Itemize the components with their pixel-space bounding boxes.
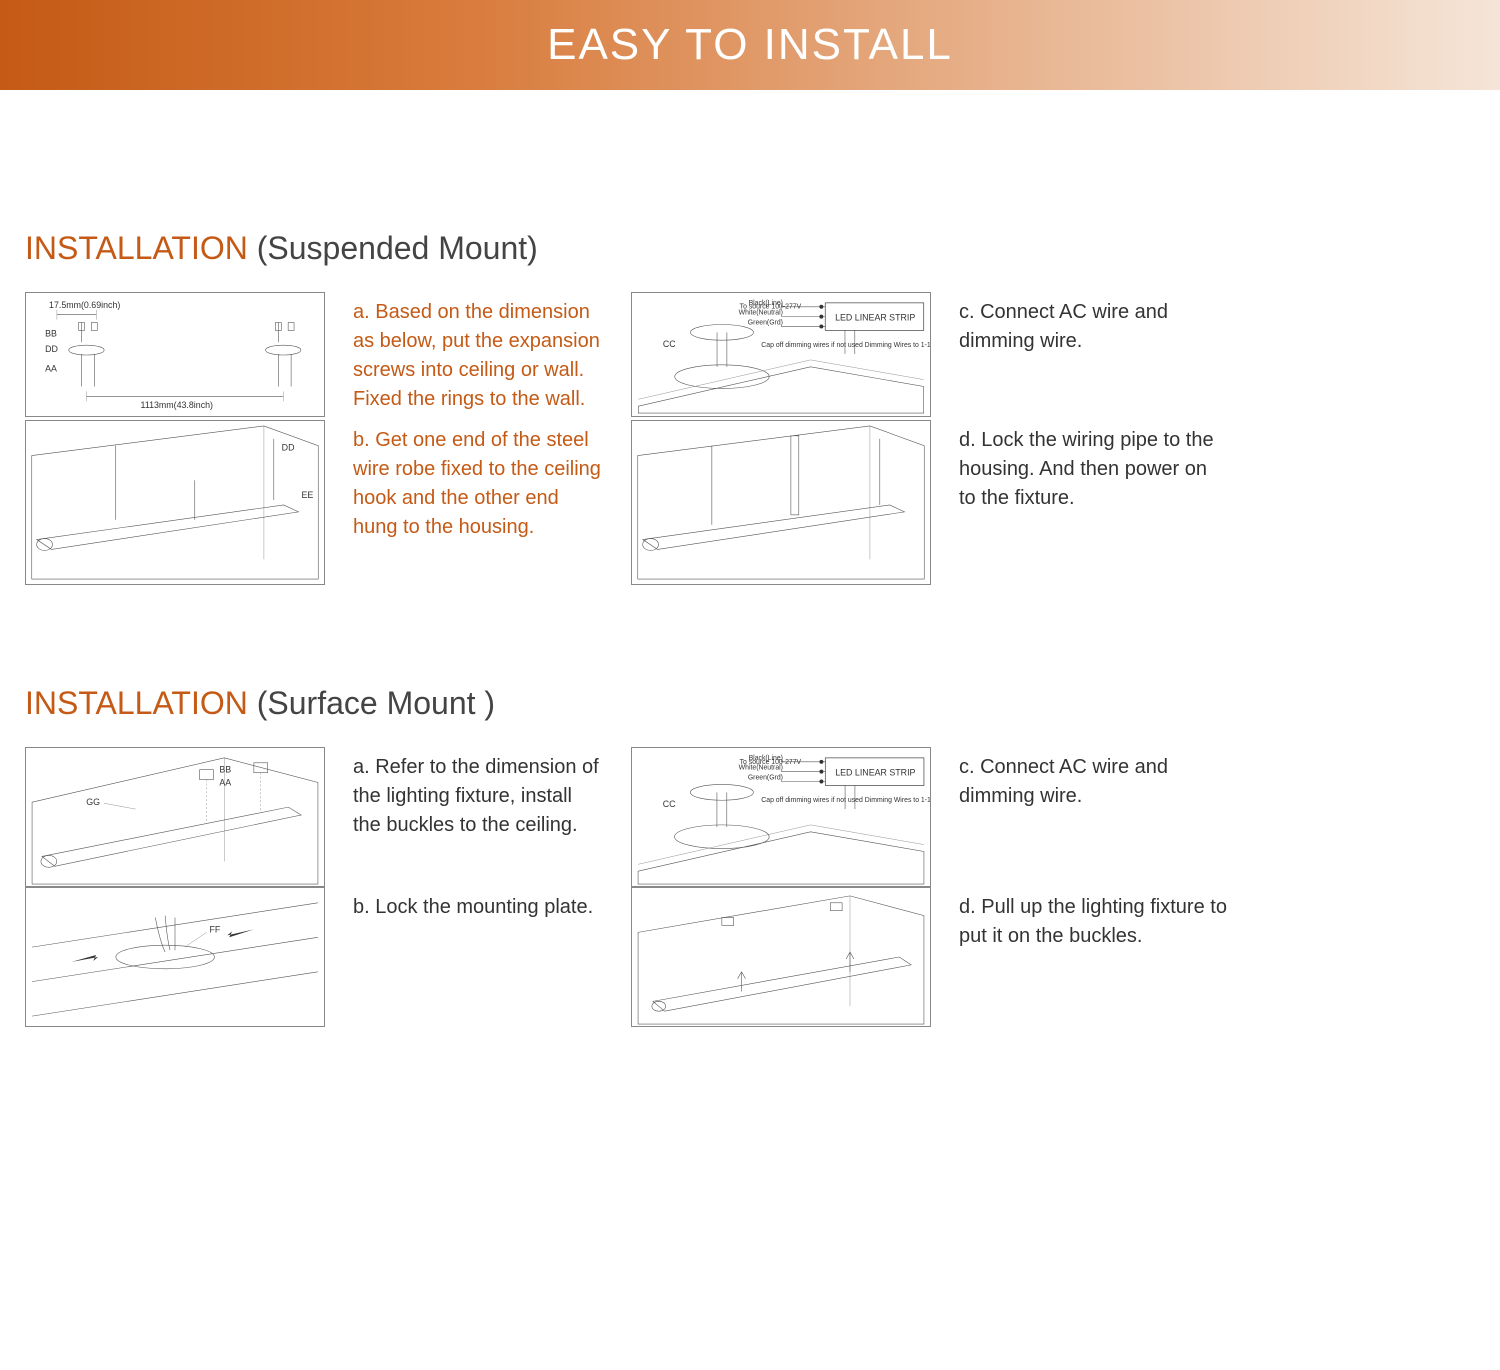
diagram-cell: [631, 420, 931, 585]
diagram-cell: 17.5mm(0.69inch) BB DD AA: [25, 292, 325, 420]
diagram-cell: FF: [25, 887, 325, 1027]
diagram-cell: [631, 887, 931, 1027]
svg-text:Green(Grd): Green(Grd): [748, 319, 783, 326]
svg-text:CC: CC: [663, 339, 676, 349]
diagram-surface-c: LED LINEAR STRIP Black(Line) White(Neutr…: [631, 747, 931, 887]
svg-text:GG: GG: [86, 797, 100, 807]
section-title-surface: INSTALLATION (Surface Mount ): [25, 685, 1475, 722]
svg-text:To source 100-277V: To source 100-277V: [740, 304, 802, 311]
step-cell: c. Connect AC wire and dimming wire.: [959, 292, 1229, 420]
diagram-suspended-a: 17.5mm(0.69inch) BB DD AA: [25, 292, 325, 417]
svg-text:CC: CC: [663, 799, 676, 809]
diagram-surface-d: [631, 887, 931, 1027]
title-sub: (Suspended Mount): [257, 230, 538, 266]
diagram-cell: DD EE: [25, 420, 325, 585]
diagram-suspended-b: DD EE: [25, 420, 325, 585]
diagram-cell: LED LINEAR STRIP Black(Line) White(Neutr…: [631, 292, 931, 420]
diagram-surface-a: BB AA GG: [25, 747, 325, 887]
dim-bottom: 1113mm(43.8inch): [141, 400, 213, 410]
section-suspended: INSTALLATION (Suspended Mount) 17.5mm(0.…: [25, 230, 1475, 585]
svg-text:LED LINEAR STRIP: LED LINEAR STRIP: [835, 768, 915, 778]
svg-text:Green(Grd): Green(Grd): [748, 775, 783, 782]
step-cell: c. Connect AC wire and dimming wire.: [959, 747, 1229, 887]
led-box: LED LINEAR STRIP: [835, 313, 915, 323]
dim-top: 17.5mm(0.69inch): [49, 300, 120, 310]
step-cell: a. Based on the dimension as below, put …: [353, 292, 603, 420]
diagram-surface-b: FF: [25, 887, 325, 1027]
svg-text:FF: FF: [209, 924, 220, 934]
grid-surface: BB AA GG a. Refer to the dimension: [25, 747, 1475, 1027]
header-title: EASY TO INSTALL: [547, 20, 953, 70]
diagram-cell: LED LINEAR STRIP Black(Line) White(Neutr…: [631, 747, 931, 887]
step-surface-d: d. Pull up the lighting fixture to put i…: [959, 887, 1229, 957]
step-cell: d. Lock the wiring pipe to the housing. …: [959, 420, 1229, 585]
step-cell: b. Get one end of the steel wire robe fi…: [353, 420, 603, 585]
section-title-suspended: INSTALLATION (Suspended Mount): [25, 230, 1475, 267]
step-suspended-d: d. Lock the wiring pipe to the housing. …: [959, 420, 1229, 519]
step-suspended-c: c. Connect AC wire and dimming wire.: [959, 292, 1229, 362]
svg-text:Dimming Wires to 1-10V IEC com: Dimming Wires to 1-10V IEC compliant con…: [865, 342, 930, 349]
step-surface-a: a. Refer to the dimension of the lightin…: [353, 747, 603, 846]
lbl-bb: BB: [45, 328, 57, 338]
svg-text:EE: EE: [301, 490, 313, 500]
grid-suspended: 17.5mm(0.69inch) BB DD AA: [25, 292, 1475, 585]
header-banner: EASY TO INSTALL: [0, 0, 1500, 90]
svg-text:BB: BB: [219, 765, 231, 775]
step-cell: a. Refer to the dimension of the lightin…: [353, 747, 603, 887]
title-main: INSTALLATION: [25, 685, 248, 721]
step-cell: b. Lock the mounting plate.: [353, 887, 603, 1027]
section-surface: INSTALLATION (Surface Mount ) BB AA: [25, 685, 1475, 1027]
diagram-suspended-d: [631, 420, 931, 585]
svg-text:Dimming Wires to 1-10V IEC com: Dimming Wires to 1-10V IEC compliant con…: [865, 797, 930, 804]
diagram-suspended-c: LED LINEAR STRIP Black(Line) White(Neutr…: [631, 292, 931, 417]
svg-text:AA: AA: [219, 777, 231, 787]
lbl-aa: AA: [45, 364, 57, 374]
title-main: INSTALLATION: [25, 230, 248, 266]
step-surface-b: b. Lock the mounting plate.: [353, 887, 603, 928]
step-surface-c: c. Connect AC wire and dimming wire.: [959, 747, 1229, 817]
content-area: INSTALLATION (Suspended Mount) 17.5mm(0.…: [0, 90, 1500, 1167]
svg-text:Cap off dimming wires if not u: Cap off dimming wires if not used: [761, 797, 863, 804]
diagram-cell: BB AA GG: [25, 747, 325, 887]
svg-text:DD: DD: [282, 443, 295, 453]
step-suspended-a: a. Based on the dimension as below, put …: [353, 292, 603, 420]
step-cell: d. Pull up the lighting fixture to put i…: [959, 887, 1229, 1027]
step-suspended-b: b. Get one end of the steel wire robe fi…: [353, 420, 603, 548]
svg-text:To source 100-277V: To source 100-277V: [740, 759, 802, 766]
svg-text:Cap off dimming wires if not u: Cap off dimming wires if not used: [761, 342, 863, 349]
title-sub: (Surface Mount ): [257, 685, 495, 721]
lbl-dd: DD: [45, 344, 58, 354]
